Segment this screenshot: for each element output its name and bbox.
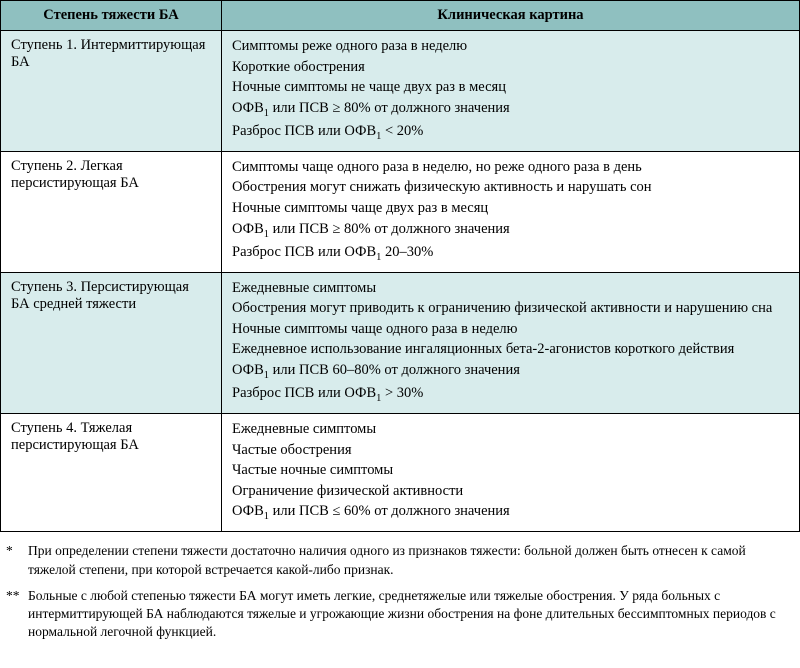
clinical-cell: Ежедневные симптомыЧастые обостренияЧаст… bbox=[222, 414, 800, 532]
clinical-line: Частые ночные симптомы bbox=[232, 461, 789, 481]
clinical-line: Короткие обострения bbox=[232, 58, 789, 78]
table-row: Ступень 3. Персистирующая БА средней тяж… bbox=[1, 272, 800, 413]
clinical-line: Ежедневные симптомы bbox=[232, 420, 789, 440]
clinical-line: Разброс ПСВ или ОФВ1 > 30% bbox=[232, 384, 789, 406]
footnote-mark: ** bbox=[6, 587, 28, 642]
severity-cell: Ступень 2. Легкая персистирующая БА bbox=[1, 151, 222, 272]
clinical-line: Симптомы чаще одного раза в неделю, но р… bbox=[232, 158, 789, 178]
clinical-line: Обострения могут снижать физическую акти… bbox=[232, 178, 789, 198]
footnote-text: При определении степени тяжести достаточ… bbox=[28, 542, 794, 578]
severity-table: Степень тяжести БА Клиническая картина С… bbox=[0, 0, 800, 532]
table-header-row: Степень тяжести БА Клиническая картина bbox=[1, 1, 800, 31]
clinical-line: Ограничение физической активности bbox=[232, 482, 789, 502]
table-row: Ступень 2. Легкая персистирующая БА Симпт… bbox=[1, 151, 800, 272]
clinical-line: Симптомы реже одного раза в неделю bbox=[232, 37, 789, 57]
footnote: **Больные с любой степенью тяжести БА мо… bbox=[6, 587, 794, 642]
clinical-line: Ночные симптомы чаще одного раза в недел… bbox=[232, 320, 789, 340]
clinical-line: ОФВ1 или ПСВ ≤ 60% от должного значения bbox=[232, 502, 789, 524]
table-row: Ступень 4. Тяжелая персистирующая БАЕжед… bbox=[1, 414, 800, 532]
table-row: Ступень 1. Интермиттирующая БАСимптомы р… bbox=[1, 31, 800, 152]
clinical-line: Ежедневные симптомы bbox=[232, 279, 789, 299]
footnote-text: Больные с любой степенью тяжести БА могу… bbox=[28, 587, 794, 642]
clinical-line: ОФВ1 или ПСВ 60–80% от должного значения bbox=[232, 361, 789, 383]
severity-cell: Ступень 4. Тяжелая персистирующая БА bbox=[1, 414, 222, 532]
header-clinical: Клиническая картина bbox=[222, 1, 800, 31]
severity-cell: Ступень 1. Интермиттирующая БА bbox=[1, 31, 222, 152]
clinical-line: Ежедневное использование ингаляционных б… bbox=[232, 340, 789, 360]
header-severity: Степень тяжести БА bbox=[1, 1, 222, 31]
footnotes: *При определении степени тяжести достато… bbox=[0, 542, 800, 641]
clinical-cell: Симптомы чаще одного раза в неделю, но р… bbox=[222, 151, 800, 272]
clinical-line: Частые обострения bbox=[232, 441, 789, 461]
footnote-mark: * bbox=[6, 542, 28, 578]
footnote: *При определении степени тяжести достато… bbox=[6, 542, 794, 578]
clinical-line: Разброс ПСВ или ОФВ1 20–30% bbox=[232, 243, 789, 265]
clinical-cell: Симптомы реже одного раза в неделюКоротк… bbox=[222, 31, 800, 152]
clinical-line: Ночные симптомы чаще двух раз в месяц bbox=[232, 199, 789, 219]
clinical-line: Ночные симптомы не чаще двух раз в месяц bbox=[232, 78, 789, 98]
clinical-line: ОФВ1 или ПСВ ≥ 80% от должного значения bbox=[232, 220, 789, 242]
clinical-line: Разброс ПСВ или ОФВ1 < 20% bbox=[232, 122, 789, 144]
severity-cell: Ступень 3. Персистирующая БА средней тяж… bbox=[1, 272, 222, 413]
clinical-line: Обострения могут приводить к ограничению… bbox=[232, 299, 789, 319]
clinical-line: ОФВ1 или ПСВ ≥ 80% от должного значения bbox=[232, 99, 789, 121]
clinical-cell: Ежедневные симптомыОбострения могут прив… bbox=[222, 272, 800, 413]
